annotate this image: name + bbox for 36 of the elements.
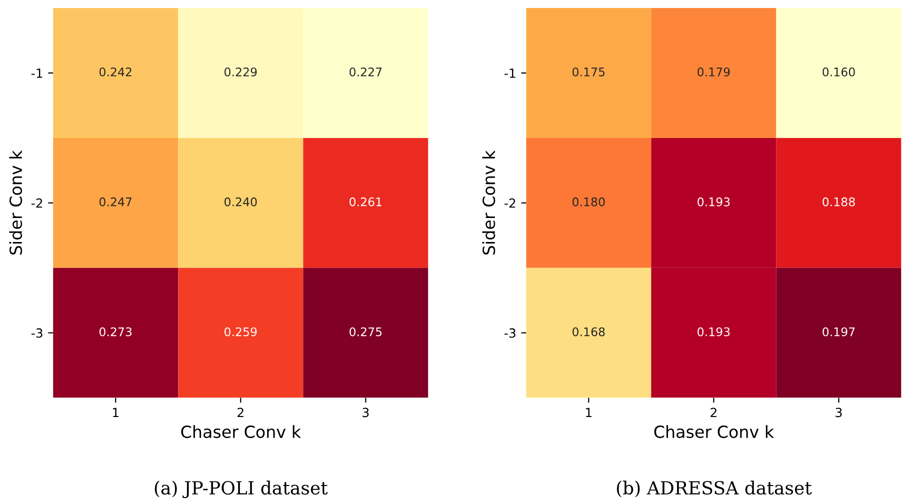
data-label: 0.229 (224, 67, 257, 76)
x-tick-label: 3 (836, 408, 842, 418)
data-label: 0.197 (822, 327, 855, 336)
x-tick-label: 3 (362, 408, 369, 418)
y-tick-label: -2 (504, 198, 516, 208)
text: (b) ADRESSA dataset (616, 480, 812, 498)
y-axis-title: Sider Conv k (482, 150, 496, 255)
text: (a) JP-POLI dataset (154, 480, 328, 498)
data-label: 0.273 (99, 327, 132, 336)
x-tick-label: 2 (710, 408, 716, 418)
data-label: 0.188 (822, 197, 855, 206)
y-tick-label: -1 (31, 68, 42, 78)
y-tick-label: -1 (504, 68, 516, 78)
data-label: 0.180 (572, 197, 605, 206)
y-axis-title: Sider Conv k (9, 150, 22, 255)
data-label: 0.242 (99, 67, 132, 76)
data-label: 0.227 (350, 67, 382, 76)
data-label: 0.193 (698, 197, 730, 206)
data-label: 0.179 (698, 67, 730, 76)
x-tick-label: 2 (238, 408, 244, 418)
data-label: 0.247 (99, 197, 132, 206)
y-tick-label: -2 (31, 198, 42, 208)
y-tick-label: -3 (504, 328, 516, 338)
x-axis-title: Chaser Conv k (181, 425, 301, 438)
y-tick-label: -3 (31, 328, 42, 338)
x-tick-label: 1 (112, 408, 118, 418)
data-label: 0.259 (224, 327, 257, 336)
x-tick-label: 1 (586, 408, 592, 418)
x-axis-title: Chaser Conv k (654, 425, 774, 438)
data-label: 0.160 (822, 67, 855, 76)
data-label: 0.175 (572, 67, 605, 76)
data-label: 0.193 (698, 327, 730, 336)
data-label: 0.261 (350, 197, 382, 206)
data-label: 0.275 (350, 327, 382, 336)
data-label: 0.240 (224, 197, 257, 206)
data-label: 0.168 (572, 327, 605, 336)
